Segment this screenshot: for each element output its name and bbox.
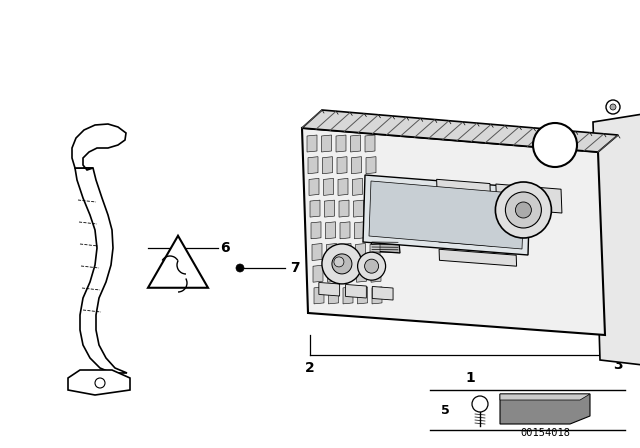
Polygon shape [307,135,317,152]
Polygon shape [500,394,590,400]
Polygon shape [312,244,322,260]
Circle shape [332,254,352,274]
Circle shape [95,378,105,388]
Polygon shape [148,236,208,288]
Polygon shape [310,200,320,217]
Polygon shape [367,178,377,195]
Polygon shape [342,265,352,282]
Polygon shape [372,286,393,300]
Polygon shape [351,135,360,152]
Polygon shape [496,184,562,213]
Polygon shape [355,244,365,260]
Text: 4: 4 [410,218,420,232]
Polygon shape [353,200,364,217]
Polygon shape [326,244,337,260]
Polygon shape [309,178,319,195]
Polygon shape [337,157,347,174]
Polygon shape [438,231,492,246]
Polygon shape [372,287,382,304]
Polygon shape [439,249,516,266]
Text: 3: 3 [613,358,623,372]
Polygon shape [593,114,640,365]
Polygon shape [311,222,321,239]
Polygon shape [437,196,491,211]
Circle shape [533,123,577,167]
Circle shape [515,202,531,218]
Polygon shape [341,244,351,260]
Polygon shape [313,265,323,282]
Polygon shape [302,110,618,152]
Polygon shape [370,244,380,260]
Text: 00154018: 00154018 [520,428,570,438]
Polygon shape [339,200,349,217]
Polygon shape [369,222,379,239]
Text: 7: 7 [290,261,300,275]
Polygon shape [328,287,339,304]
Polygon shape [326,222,335,239]
Polygon shape [368,200,378,217]
Polygon shape [355,222,365,239]
Polygon shape [346,284,366,298]
Polygon shape [323,178,333,195]
Polygon shape [436,179,490,194]
Polygon shape [438,212,492,228]
Polygon shape [308,157,318,174]
Polygon shape [351,157,362,174]
Polygon shape [336,135,346,152]
Circle shape [322,244,362,284]
Polygon shape [356,265,367,282]
Polygon shape [365,135,375,152]
Text: 5: 5 [440,404,449,417]
Polygon shape [366,157,376,174]
Polygon shape [323,157,333,174]
Circle shape [358,252,385,280]
Text: 1: 1 [465,371,475,385]
Polygon shape [328,265,337,282]
Circle shape [495,182,552,238]
Polygon shape [338,178,348,195]
Polygon shape [321,135,332,152]
Circle shape [365,259,379,273]
Polygon shape [371,240,400,253]
Polygon shape [302,128,605,335]
Polygon shape [340,222,350,239]
Polygon shape [371,265,381,282]
Polygon shape [68,370,130,395]
Text: 5: 5 [549,136,561,154]
Circle shape [506,192,541,228]
Polygon shape [314,287,324,304]
Circle shape [334,257,344,267]
Polygon shape [343,287,353,304]
Polygon shape [358,287,367,304]
Polygon shape [75,168,127,373]
Circle shape [236,264,244,272]
Polygon shape [72,124,126,170]
Polygon shape [369,181,524,249]
Text: 2: 2 [305,361,315,375]
Circle shape [606,100,620,114]
Text: 6: 6 [220,241,230,255]
Polygon shape [363,175,530,255]
Circle shape [610,104,616,110]
Polygon shape [353,178,362,195]
Polygon shape [500,394,590,424]
Polygon shape [324,200,335,217]
Polygon shape [319,282,340,296]
Circle shape [472,396,488,412]
